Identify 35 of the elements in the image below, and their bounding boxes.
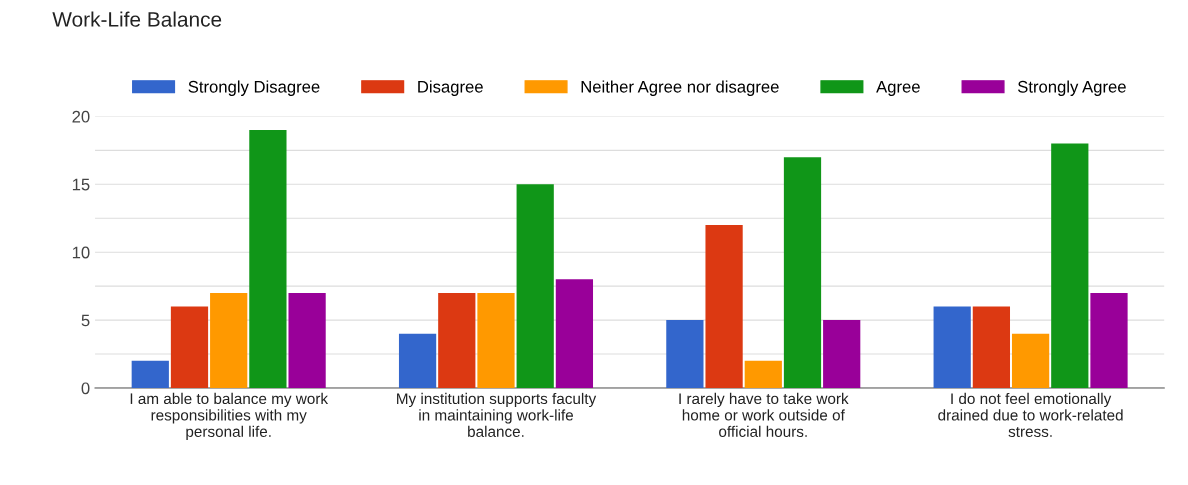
bar	[783, 157, 822, 388]
bar	[131, 360, 169, 388]
bar	[705, 225, 743, 388]
bar	[972, 306, 1011, 388]
y-tick-label: 5	[81, 314, 90, 327]
chart-title: Work-Life Balance	[52, 11, 222, 27]
bar	[438, 292, 476, 388]
x-tick-label: I do not feel emotionally drained due to work-related stress.	[938, 392, 1123, 437]
bar	[666, 320, 704, 388]
legend-label: Agree	[876, 81, 920, 96]
bar	[1011, 333, 1050, 388]
legend-label: Strongly Agree	[1017, 80, 1126, 96]
legend-label: Neither Agree nor disagree	[581, 80, 779, 96]
bar	[398, 333, 437, 388]
bar	[516, 184, 554, 388]
legend-label: Disagree	[418, 80, 483, 96]
bar	[288, 292, 326, 388]
bar	[477, 292, 515, 388]
bar	[170, 306, 209, 388]
x-tick-label: My institution supports faculty in maintaining work-life balance.	[397, 392, 597, 437]
bar	[1090, 292, 1128, 388]
bar	[210, 292, 248, 388]
y-tick-label: 0	[81, 382, 90, 395]
bar	[249, 129, 287, 388]
bar	[823, 320, 861, 388]
bar	[933, 306, 971, 388]
bar	[555, 279, 594, 388]
bar	[1051, 143, 1089, 388]
bar	[744, 360, 782, 388]
x-tick-label: I rarely have to take work home or work outside of official hours.	[679, 392, 849, 437]
y-tick-label: 15	[72, 178, 90, 191]
y-tick-label: 10	[72, 246, 90, 259]
x-tick-label: I am able to balance my work responsibilities with my personal life.	[130, 392, 329, 441]
y-tick-label: 20	[72, 110, 90, 123]
legend-label: Strongly Disagree	[188, 80, 320, 96]
